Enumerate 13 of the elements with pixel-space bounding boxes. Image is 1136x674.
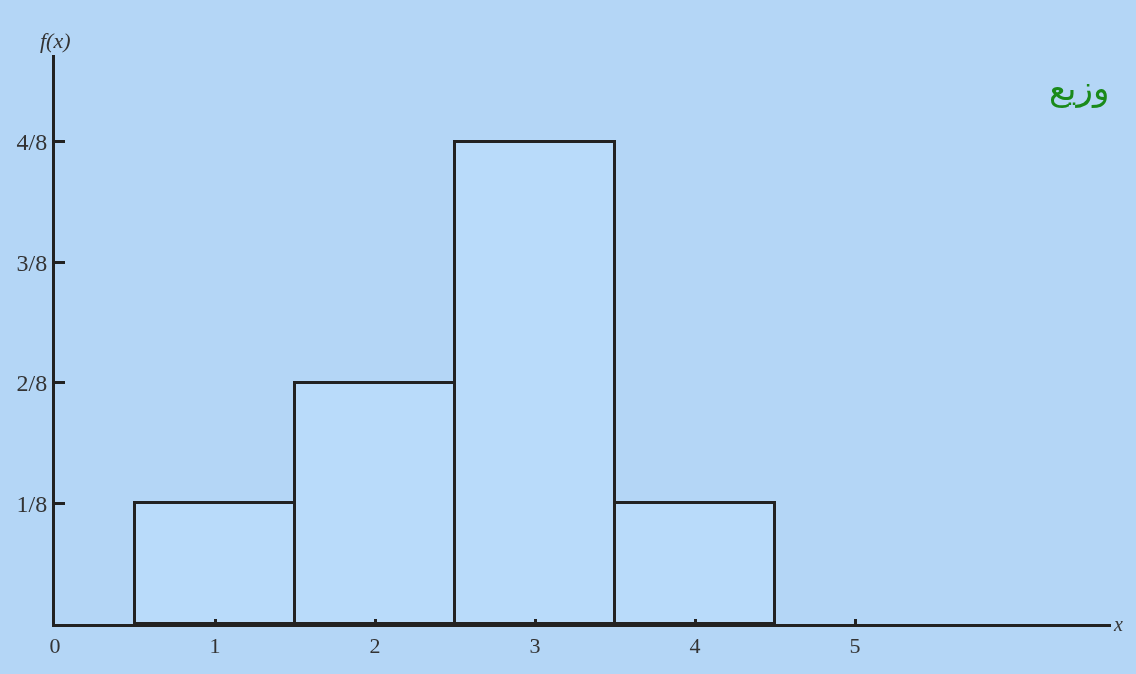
- y-tick-label: 1/8: [16, 490, 48, 517]
- x-tick-label: 3: [529, 633, 541, 659]
- y-tick-label: 3/8: [16, 249, 48, 276]
- chart-title: وزيع: [1049, 68, 1110, 109]
- x-tick-label: 5: [849, 633, 861, 659]
- y-axis-title: f(x): [40, 28, 71, 53]
- x-tick-label: 0: [49, 633, 61, 659]
- y-tick-label: 4/8: [16, 129, 48, 156]
- x-tick-label: 1: [209, 633, 221, 659]
- x-axis-title: x: [1113, 613, 1123, 635]
- y-tick-label: 2/8: [16, 370, 48, 397]
- x-tick-label: 4: [689, 633, 701, 659]
- x-tick-label: 2: [369, 633, 381, 659]
